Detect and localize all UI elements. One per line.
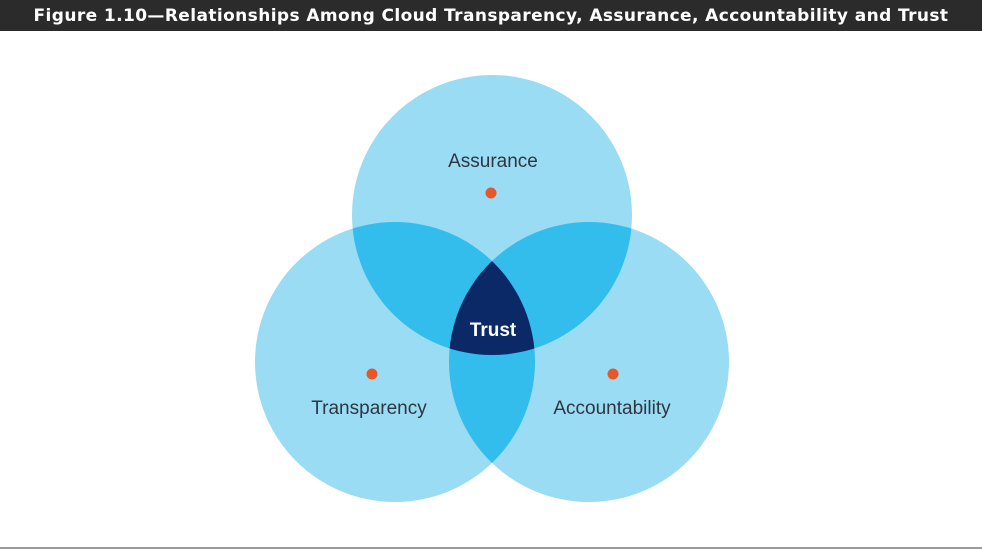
figure-title: Figure 1.10—Relationships Among Cloud Tr… <box>0 0 982 31</box>
overlap-assurance-accountability <box>449 222 632 355</box>
overlap-assurance-transparency <box>352 222 535 355</box>
trust-label: Trust <box>470 320 517 341</box>
transparency-label: Transparency <box>311 398 427 419</box>
accountability-label: Accountability <box>553 398 671 419</box>
bottom-rule <box>0 547 982 549</box>
transparency-dot <box>366 368 378 380</box>
assurance-dot <box>485 187 497 199</box>
assurance-label: Assurance <box>448 151 538 172</box>
accountability-dot <box>607 368 619 380</box>
